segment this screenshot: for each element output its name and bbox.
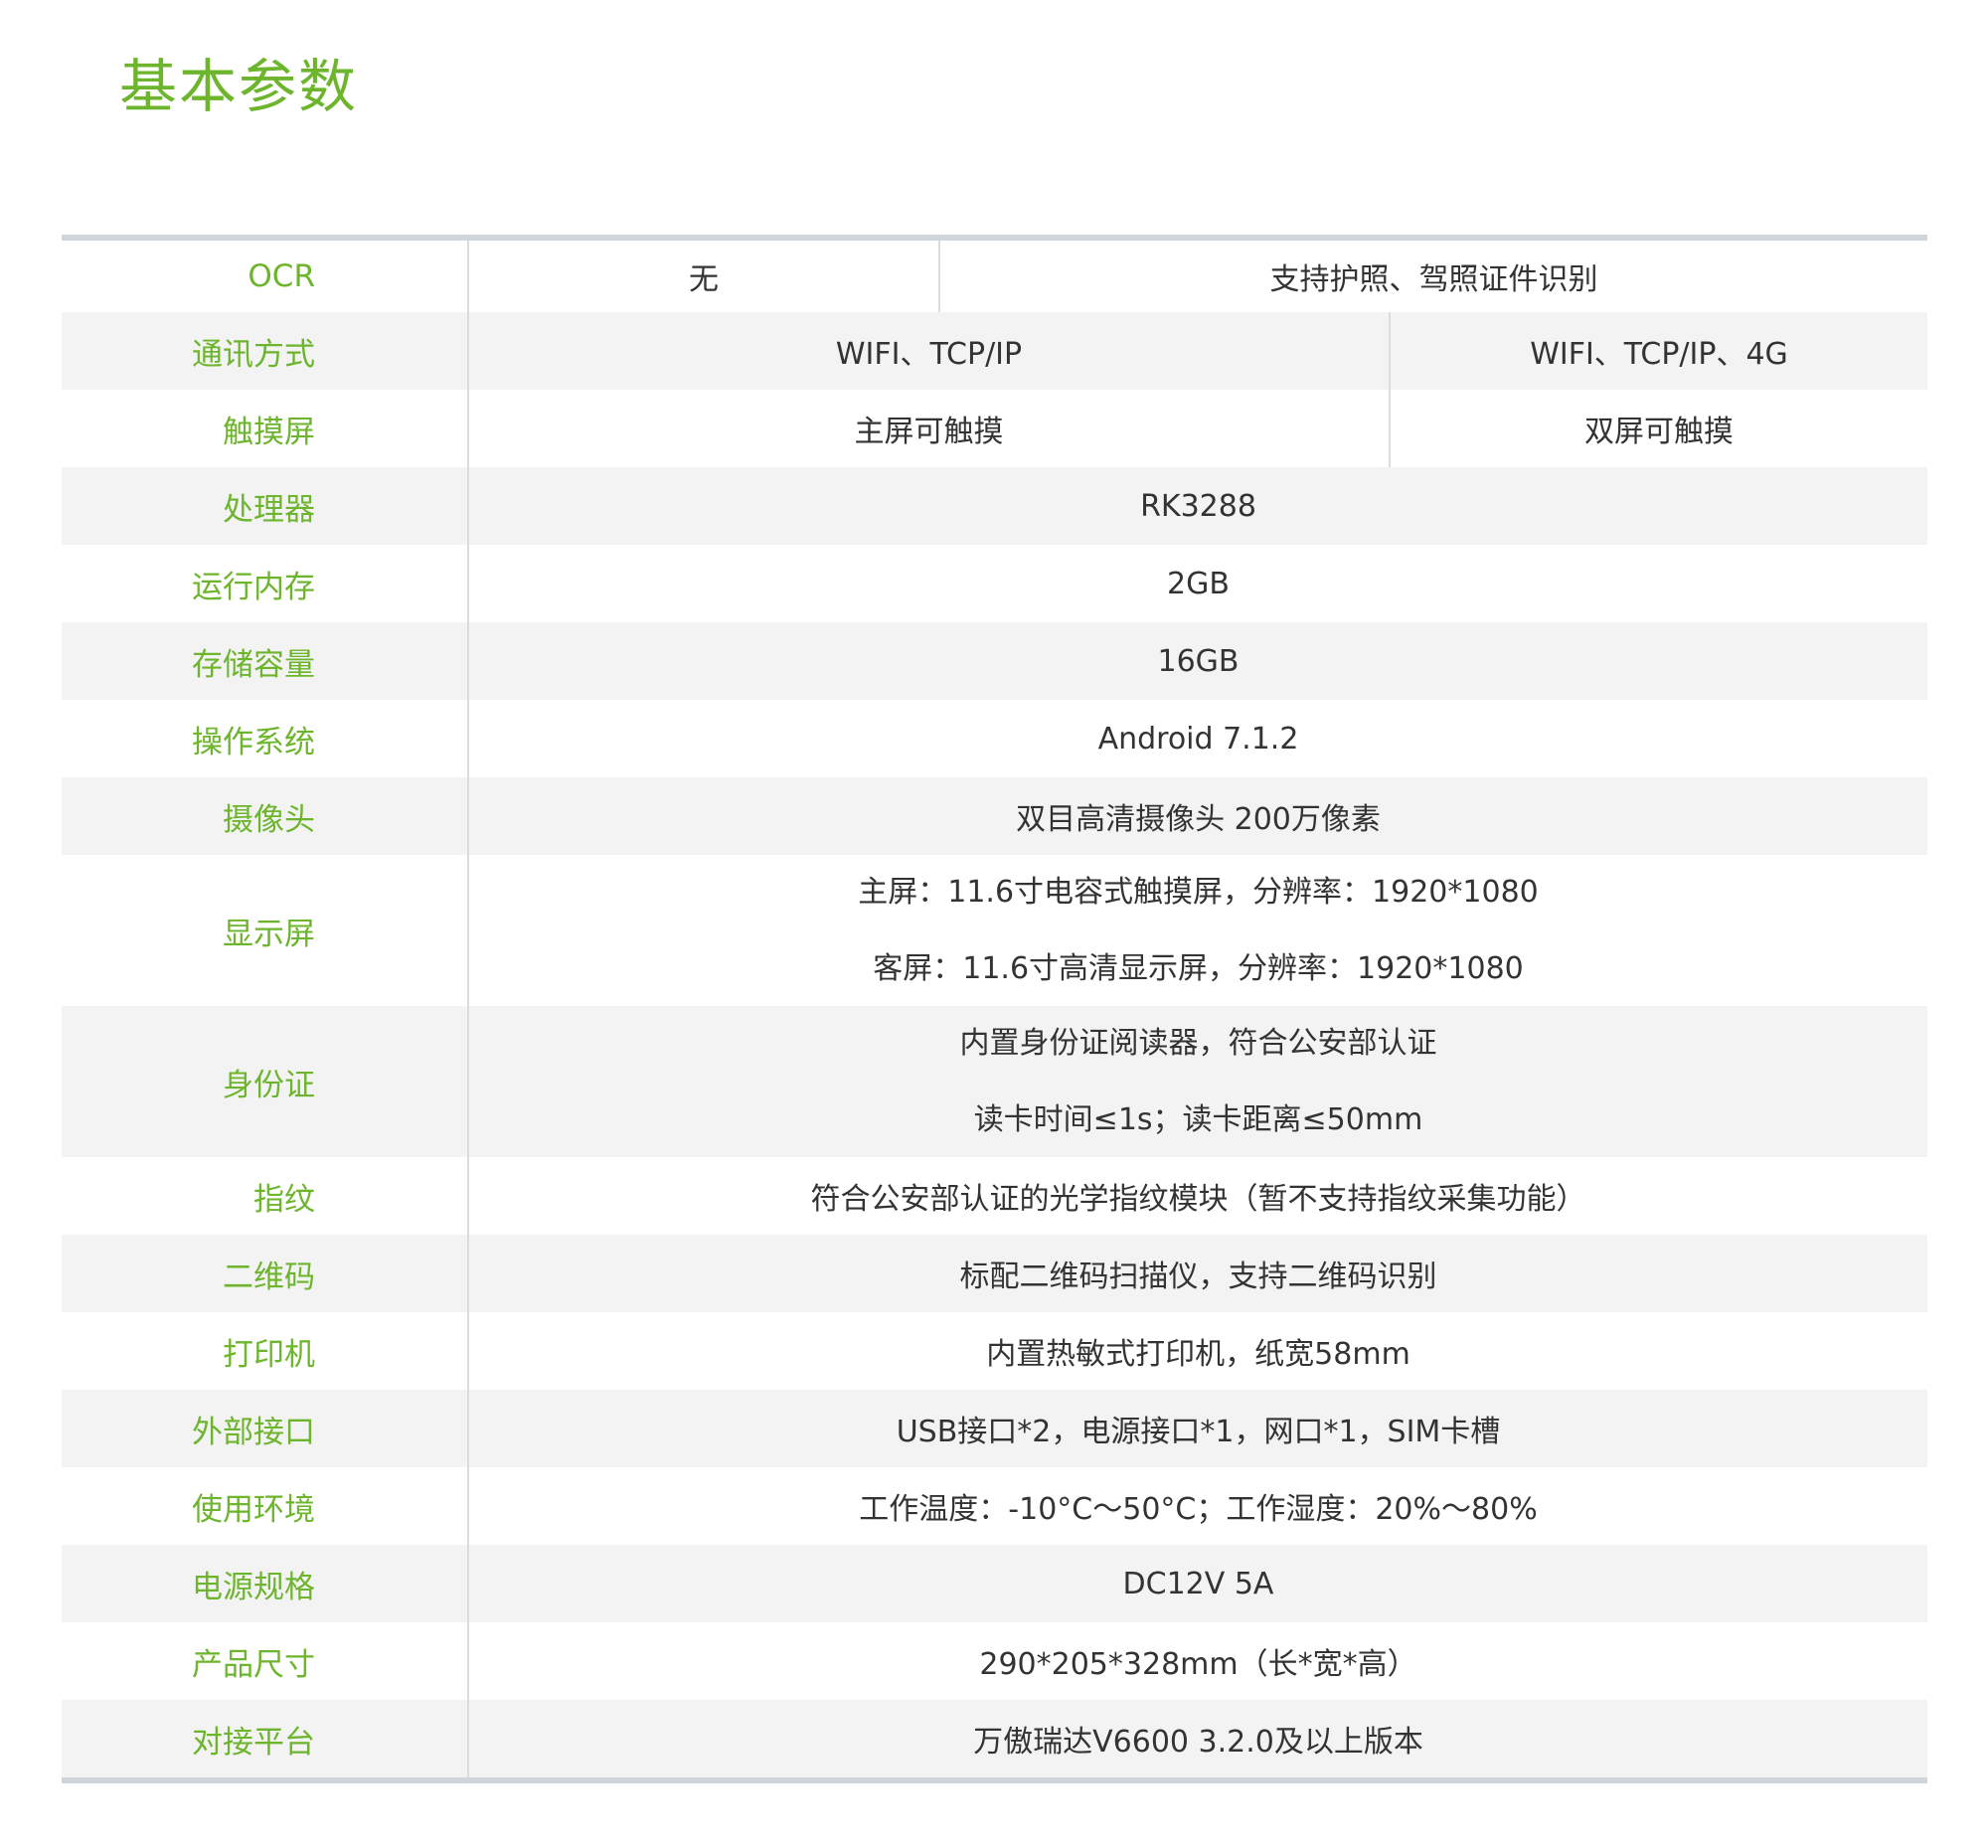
- row-label: 身份证: [62, 1006, 469, 1157]
- row-value: RK3288: [1140, 488, 1256, 524]
- table-row: 运行内存 2GB: [62, 545, 1927, 622]
- row-value: 内置热敏式打印机，纸宽58mm: [986, 1337, 1410, 1372]
- row-value: 无: [689, 262, 719, 297]
- row-value: WIFI、TCP/IP、4G: [1389, 312, 1927, 390]
- row-label: 电源规格: [62, 1545, 469, 1622]
- row-label: 对接平台: [62, 1700, 469, 1777]
- row-value: 290*205*328mm（长*宽*高）: [979, 1647, 1417, 1682]
- table-row: 产品尺寸 290*205*328mm（长*宽*高）: [62, 1622, 1927, 1700]
- row-label: 二维码: [62, 1235, 469, 1312]
- row-value: 2GB: [1167, 566, 1230, 601]
- table-row: 处理器 RK3288: [62, 467, 1927, 545]
- table-row: 存储容量 16GB: [62, 622, 1927, 700]
- row-label: 运行内存: [62, 545, 469, 622]
- row-value: 内置身份证阅读器，符合公安部认证: [959, 1026, 1437, 1061]
- spec-table: OCR 无 支持护照、驾照证件识别 通讯方式 WIFI、TCP/IP WIFI、…: [62, 235, 1927, 1783]
- row-label: 显示屏: [62, 855, 469, 1006]
- table-row: 外部接口 USB接口*2，电源接口*1，网口*1，SIM卡槽: [62, 1390, 1927, 1467]
- row-value: 主屏可触摸: [854, 415, 1004, 449]
- row-label: OCR: [62, 241, 469, 312]
- row-label: 存储容量: [62, 622, 469, 700]
- row-label: 外部接口: [62, 1390, 469, 1467]
- row-value: 主屏：11.6寸电容式触摸屏，分辨率：1920*1080: [858, 875, 1539, 910]
- row-value: USB接口*2，电源接口*1，网口*1，SIM卡槽: [896, 1415, 1501, 1449]
- table-row-display: 显示屏 主屏：11.6寸电容式触摸屏，分辨率：1920*1080 客屏：11.6…: [62, 855, 1927, 1006]
- row-label: 触摸屏: [62, 390, 469, 467]
- page-title: 基本参数: [119, 53, 359, 120]
- row-value: 双目高清摄像头 200万像素: [1016, 802, 1381, 837]
- row-value: 16GB: [1157, 643, 1240, 679]
- table-row: 使用环境 工作温度：-10°C～50°C；工作湿度：20%～80%: [62, 1467, 1927, 1545]
- row-label: 打印机: [62, 1312, 469, 1390]
- row-value: 客屏：11.6寸高清显示屏，分辨率：1920*1080: [873, 951, 1524, 986]
- row-label: 产品尺寸: [62, 1622, 469, 1700]
- row-value: 双屏可触摸: [1389, 390, 1927, 467]
- table-row: 摄像头 双目高清摄像头 200万像素: [62, 777, 1927, 855]
- table-row: 对接平台 万傲瑞达V6600 3.2.0及以上版本: [62, 1700, 1927, 1777]
- row-value: 标配二维码扫描仪，支持二维码识别: [959, 1260, 1437, 1294]
- row-value: 工作温度：-10°C～50°C；工作湿度：20%～80%: [859, 1492, 1538, 1527]
- row-value: 万傲瑞达V6600 3.2.0及以上版本: [973, 1725, 1423, 1760]
- table-row: 操作系统 Android 7.1.2: [62, 700, 1927, 777]
- row-label: 指纹: [62, 1157, 469, 1235]
- row-value: WIFI、TCP/IP: [835, 337, 1023, 372]
- row-value: DC12V 5A: [1122, 1566, 1274, 1601]
- table-row: 打印机 内置热敏式打印机，纸宽58mm: [62, 1312, 1927, 1390]
- row-value: 符合公安部认证的光学指纹模块（暂不支持指纹采集功能）: [810, 1182, 1586, 1217]
- table-row-ocr: OCR 无 支持护照、驾照证件识别: [62, 241, 1927, 312]
- row-value: 支持护照、驾照证件识别: [938, 241, 1927, 312]
- table-row-communication: 通讯方式 WIFI、TCP/IP WIFI、TCP/IP、4G: [62, 312, 1927, 390]
- table-row: 二维码 标配二维码扫描仪，支持二维码识别: [62, 1235, 1927, 1312]
- row-label: 摄像头: [62, 777, 469, 855]
- row-label: 使用环境: [62, 1467, 469, 1545]
- row-label: 操作系统: [62, 700, 469, 777]
- row-value: 读卡时间≤1s；读卡距离≤50mm: [973, 1102, 1423, 1137]
- row-label: 通讯方式: [62, 312, 469, 390]
- row-label: 处理器: [62, 467, 469, 545]
- table-row-id-card: 身份证 内置身份证阅读器，符合公安部认证 读卡时间≤1s；读卡距离≤50mm: [62, 1006, 1927, 1157]
- table-row: 指纹 符合公安部认证的光学指纹模块（暂不支持指纹采集功能）: [62, 1157, 1927, 1235]
- row-value: Android 7.1.2: [1097, 721, 1299, 756]
- table-row-touchscreen: 触摸屏 主屏可触摸 双屏可触摸: [62, 390, 1927, 467]
- table-row: 电源规格 DC12V 5A: [62, 1545, 1927, 1622]
